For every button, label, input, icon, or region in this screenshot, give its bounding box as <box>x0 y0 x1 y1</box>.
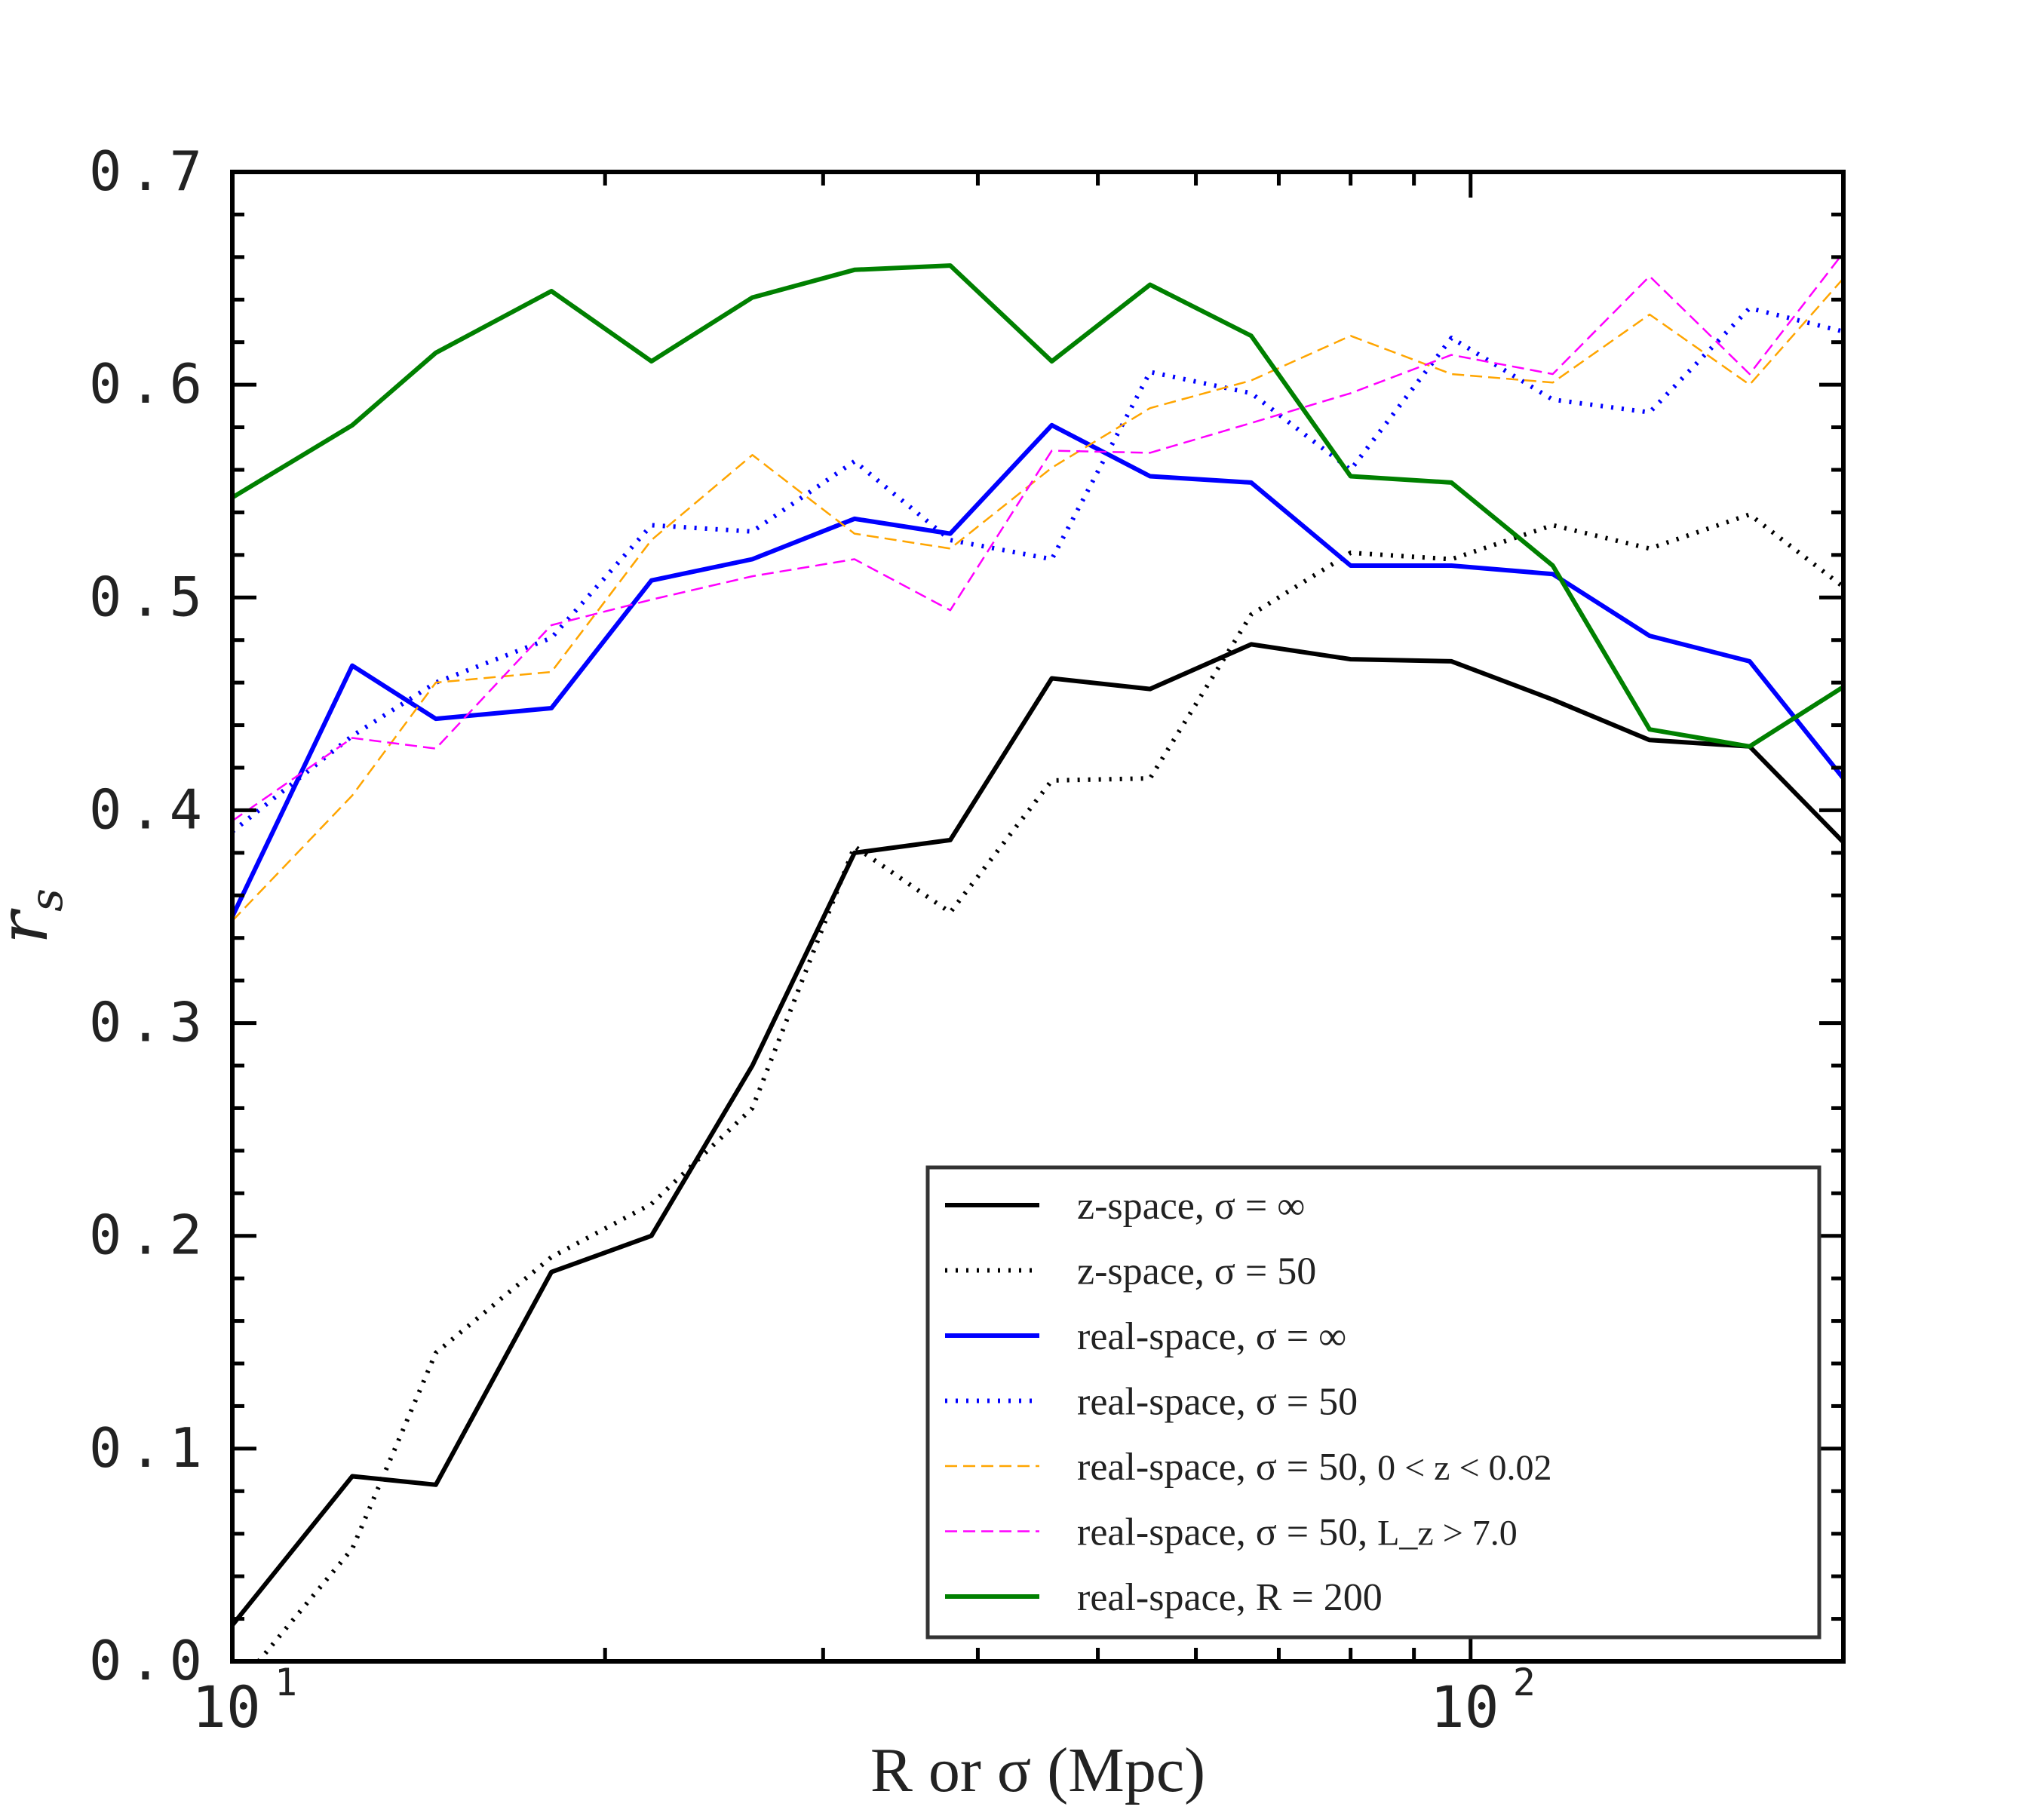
x-axis-title-part: or <box>913 1735 997 1805</box>
legend-box <box>925 1165 1821 1640</box>
y-tick-label: 0.2 <box>89 1204 210 1267</box>
legend-label: real-space, σ = 50, L_z > 7.0 <box>1077 1511 1518 1554</box>
legend-label-prefix: z <box>1077 1250 1094 1293</box>
series-line-7 <box>232 263 1843 749</box>
legend-label-math: σ = ∞ <box>1256 1315 1346 1358</box>
legend-label-text: -space, <box>1094 1185 1214 1228</box>
legend-label: real-space, σ = 50 <box>1077 1381 1358 1424</box>
legend-label-text: real-space, <box>1077 1381 1256 1424</box>
legend-label-math: σ = 50 <box>1214 1250 1316 1293</box>
legend-label-text: real-space, <box>1077 1511 1256 1554</box>
legend-label-math: σ = 50 <box>1256 1511 1358 1554</box>
y-tick-label: 0.1 <box>89 1416 210 1480</box>
legend-label-text: real-space, <box>1077 1446 1256 1489</box>
y-tick-label: 0.5 <box>89 565 210 628</box>
y-axis-title-base: r <box>0 908 63 944</box>
series-line-5 <box>232 278 1843 922</box>
legend-label-sep: , <box>1358 1446 1377 1489</box>
x-axis-title: R or σ (Mpc) <box>870 1735 1205 1805</box>
x-tick-exponent: 1 <box>275 1661 297 1704</box>
legend-label: real-space, R = 200 <box>1077 1576 1383 1619</box>
legend-label-prefix: z <box>1077 1185 1094 1228</box>
y-tick-label: 0.3 <box>89 991 210 1054</box>
y-tick-label: 0.4 <box>89 778 210 841</box>
legend-label-extra: 0 < z < 0.02 <box>1377 1448 1551 1488</box>
x-axis-title-part: (Mpc) <box>1031 1735 1205 1805</box>
y-tick-label: 0.0 <box>89 1629 210 1692</box>
x-tick-label: 10 <box>192 1673 261 1741</box>
legend-label: real-space, σ = ∞ <box>1077 1315 1346 1358</box>
legend-label-math: σ = 50 <box>1256 1381 1358 1424</box>
series-line-6 <box>232 252 1843 822</box>
y-axis-title: rs <box>0 888 73 944</box>
x-axis-title-part: σ <box>997 1735 1031 1805</box>
legend-label-extra: L_z > 7.0 <box>1377 1514 1518 1554</box>
series-layer <box>232 252 1843 1661</box>
y-axis-title-sub: s <box>20 888 73 912</box>
legend-label-text: real-space, <box>1077 1315 1256 1358</box>
series-line-1 <box>232 642 1843 1627</box>
legend-label: real-space, σ = 50, 0 < z < 0.02 <box>1077 1446 1552 1489</box>
axis-labels: 0.0 0.1 0.2 0.3 0.4 0.5 0.6 0.7 10 1 10 2 R or σ (Mp… <box>0 140 1536 1805</box>
x-axis-title-part: R <box>870 1735 913 1805</box>
legend-label: z-space, σ = ∞ <box>1077 1185 1305 1228</box>
x-tick-label: 10 <box>1430 1673 1499 1741</box>
legend-label-math: R = 200 <box>1256 1576 1383 1619</box>
y-tick-label: 0.6 <box>89 352 210 416</box>
legend-label-sep: , <box>1358 1511 1377 1554</box>
legend-label-math: σ = ∞ <box>1214 1185 1305 1228</box>
y-tick-label: 0.7 <box>89 140 210 203</box>
legend-label-text: real-space, <box>1077 1576 1256 1619</box>
legend-label-text: -space, <box>1094 1250 1214 1293</box>
plot-frame <box>230 170 1846 1664</box>
series-line-3 <box>232 422 1843 918</box>
legend-label: z-space, σ = 50 <box>1077 1250 1316 1293</box>
series-line-2 <box>256 512 1843 1661</box>
legend: z-space, σ = ∞z-space, σ = 50real-space,… <box>925 1165 1821 1640</box>
x-tick-exponent: 2 <box>1513 1661 1536 1704</box>
legend-label-math: σ = 50 <box>1256 1446 1358 1489</box>
